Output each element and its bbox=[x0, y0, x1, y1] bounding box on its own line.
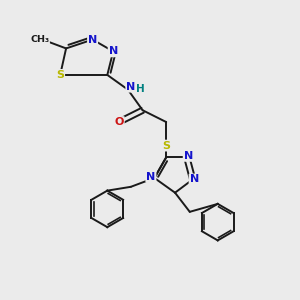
Text: H: H bbox=[136, 84, 145, 94]
Text: N: N bbox=[109, 46, 118, 56]
Text: N: N bbox=[146, 172, 155, 182]
Text: N: N bbox=[190, 174, 199, 184]
Text: CH₃: CH₃ bbox=[30, 35, 49, 44]
Text: S: S bbox=[162, 141, 170, 151]
Text: N: N bbox=[126, 82, 136, 92]
Text: N: N bbox=[184, 151, 193, 161]
Text: S: S bbox=[56, 70, 64, 80]
Text: O: O bbox=[114, 117, 124, 127]
Text: N: N bbox=[88, 34, 97, 45]
